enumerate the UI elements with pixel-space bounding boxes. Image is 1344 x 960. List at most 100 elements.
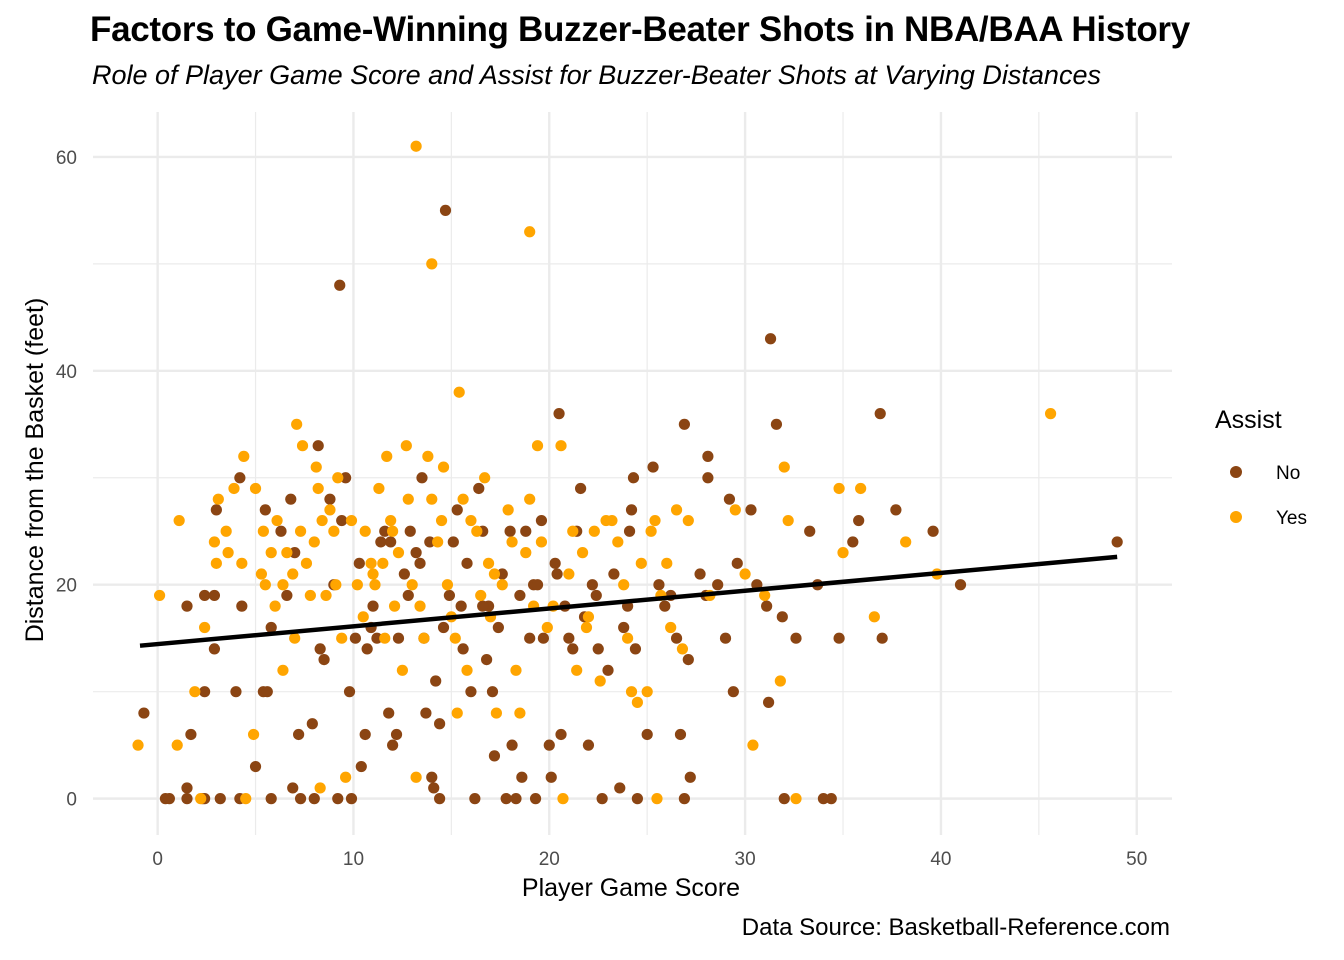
data-point-no (234, 472, 246, 484)
data-point-yes (453, 386, 465, 398)
legend-key-no (1230, 466, 1242, 478)
data-point-no (488, 750, 501, 762)
data-point-no (477, 600, 489, 612)
data-point-no (324, 493, 336, 505)
data-point-no (443, 589, 456, 602)
data-point-no (682, 653, 694, 666)
data-point-yes (594, 675, 606, 687)
data-point-no (375, 536, 387, 548)
data-point-yes (365, 557, 377, 569)
data-point-yes (294, 525, 307, 537)
data-point-yes (277, 664, 289, 676)
data-point-no (954, 579, 967, 591)
data-point-yes (488, 568, 501, 580)
data-point-no (618, 621, 630, 634)
data-point-yes (514, 707, 526, 719)
data-point-yes (868, 611, 880, 623)
data-point-no (817, 793, 830, 805)
data-point-yes (388, 600, 401, 612)
data-point-no (761, 600, 773, 612)
data-point-yes (510, 664, 522, 676)
data-point-yes (432, 536, 444, 548)
data-point-no (764, 333, 777, 345)
data-point-no (608, 568, 620, 580)
x-tick-label: 10 (343, 849, 364, 870)
data-point-yes (449, 632, 461, 644)
data-point-no (555, 728, 567, 741)
data-point-yes (269, 600, 281, 612)
data-point-no (447, 536, 459, 548)
chart-title: Factors to Game-Winning Buzzer-Beater Sh… (90, 10, 1190, 49)
x-tick-label: 0 (152, 849, 163, 870)
data-point-no (402, 589, 414, 602)
data-point-yes (379, 632, 391, 644)
data-point-no (355, 760, 367, 773)
data-point-yes (351, 579, 363, 591)
data-point-no (289, 547, 301, 559)
data-point-no (261, 686, 273, 698)
data-point-yes (541, 621, 553, 634)
data-point-yes (618, 579, 630, 591)
data-point-yes (414, 600, 426, 612)
data-point-yes (367, 568, 379, 580)
data-point-yes (739, 568, 751, 580)
data-point-no (543, 739, 555, 751)
data-point-no (641, 728, 653, 741)
data-point-yes (257, 525, 269, 537)
data-point-no (684, 771, 696, 783)
data-point-no (890, 504, 902, 516)
data-point-no (723, 493, 736, 505)
data-point-no (426, 771, 438, 783)
data-point-yes (173, 514, 185, 527)
data-point-yes (153, 589, 166, 602)
data-point-yes (571, 664, 583, 676)
data-point-no (181, 793, 193, 805)
data-point-no (586, 579, 598, 591)
y-tick-label: 0 (66, 790, 77, 811)
data-point-yes (228, 482, 240, 495)
data-point-yes (255, 568, 268, 580)
data-point-yes (287, 568, 299, 580)
data-point-no (214, 793, 226, 805)
data-point-no (294, 793, 307, 805)
data-point-yes (747, 739, 759, 751)
data-point-yes (249, 482, 262, 495)
data-point-no (590, 589, 602, 602)
data-point-yes (345, 514, 358, 527)
data-point-no (745, 504, 757, 516)
data-point-yes (665, 621, 677, 634)
data-point-no (275, 525, 287, 537)
data-point-yes (410, 771, 422, 783)
data-point-yes (357, 611, 369, 623)
data-point-yes (900, 536, 912, 548)
data-point-no (825, 793, 837, 805)
data-point-yes (316, 514, 328, 527)
data-point-no (371, 632, 383, 644)
legend: Assist No Yes (1215, 406, 1307, 529)
data-point-yes (392, 547, 405, 559)
data-point-yes (612, 536, 624, 548)
data-point-yes (426, 258, 438, 270)
data-point-no (465, 686, 477, 698)
data-point-no (451, 504, 463, 516)
data-point-no (181, 782, 193, 794)
data-point-yes (410, 140, 422, 152)
data-point-no (314, 643, 326, 655)
trend-line (139, 554, 1118, 648)
data-point-no (306, 718, 318, 730)
data-point-yes (506, 536, 518, 548)
data-point-yes (336, 632, 348, 644)
data-point-no (259, 504, 271, 516)
data-point-yes (381, 450, 393, 462)
data-point-no (719, 632, 732, 644)
data-point-yes (1044, 408, 1057, 420)
data-point-no (392, 632, 405, 644)
data-point-no (510, 793, 522, 805)
data-point-yes (314, 782, 326, 794)
data-point-yes (320, 589, 332, 602)
data-point-no (712, 579, 724, 591)
data-point-no (367, 600, 379, 612)
data-point-no (308, 793, 320, 805)
data-point-no (343, 686, 356, 698)
